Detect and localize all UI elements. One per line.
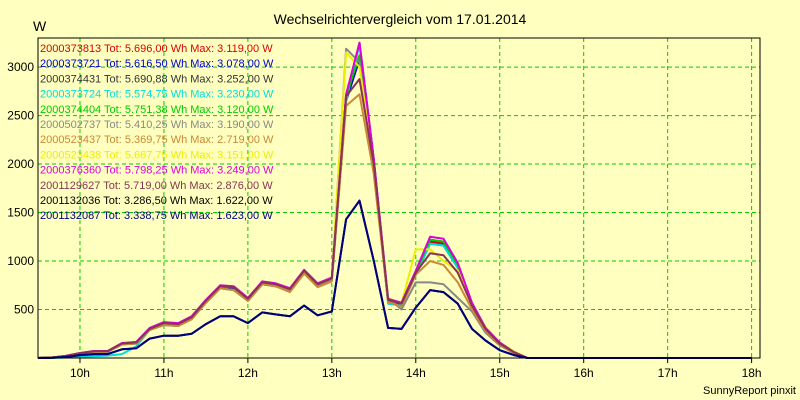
y-tick-label: 2000 xyxy=(7,157,34,171)
legend-entry: 2000523438 Tot: 5.667,75 Wh Max: 3.151,0… xyxy=(40,149,274,161)
y-tick-label: 2500 xyxy=(7,109,34,123)
y-tick-label: 500 xyxy=(14,303,34,317)
legend-entry: 2000523437 Tot: 5.369,75 Wh Max: 2.719,0… xyxy=(40,134,274,146)
legend-entry: 2000373724 Tot: 5.574,75 Wh Max: 3.230,0… xyxy=(40,89,274,101)
legend-entry: 2000374404 Tot: 5.751,38 Wh Max: 3.120,0… xyxy=(40,104,274,116)
x-tick-label: 10h xyxy=(70,366,90,380)
x-tick-label: 15h xyxy=(490,366,510,380)
legend-entry: 2000502737 Tot: 5.410,25 Wh Max: 3.190,0… xyxy=(40,119,274,131)
legend-entry: 2000374431 Tot: 5.690,88 Wh Max: 3.252,0… xyxy=(40,73,274,85)
y-tick-label: 1500 xyxy=(7,206,34,220)
x-tick-label: 17h xyxy=(658,366,678,380)
x-tick-label: 12h xyxy=(238,366,258,380)
y-tick-label: 1000 xyxy=(7,254,34,268)
credit-label: SunnyReport pinxit xyxy=(703,385,796,397)
legend-entry: 2001129627 Tot: 5.719,00 Wh Max: 2.876,0… xyxy=(40,180,273,192)
legend-entry: 2001132036 Tot: 3.286,50 Wh Max: 1.622,0… xyxy=(40,195,273,207)
axes: 500 1000 1500 2000 2500 3000 10h 11h 12h 13h 14h 15… xyxy=(7,37,762,380)
plot-frame xyxy=(37,37,761,359)
x-tick-label: 14h xyxy=(406,366,426,380)
legend: 2000373813 Tot: 5.696,00 Wh Max: 3.119,0… xyxy=(40,43,274,222)
legend-entry: 2000373721 Tot: 5.616,50 Wh Max: 3.078,0… xyxy=(40,58,274,70)
y-tick-label: 3000 xyxy=(7,60,34,74)
legend-entry: 2001132087 Tot: 3.338,75 Wh Max: 1.623,0… xyxy=(40,210,273,222)
grid xyxy=(38,38,760,358)
x-tick-label: 13h xyxy=(322,366,342,380)
x-tick-label: 18h xyxy=(742,366,762,380)
legend-entry: 2000376360 Tot: 5.798,25 Wh Max: 3.249,0… xyxy=(40,165,274,177)
y-axis-unit-label: W xyxy=(33,18,47,34)
x-tick-label: 16h xyxy=(574,366,594,380)
chart-title: Wechselrichtervergleich vom 17.01.2014 xyxy=(274,11,527,27)
legend-entry: 2000373813 Tot: 5.696,00 Wh Max: 3.119,0… xyxy=(40,43,273,55)
x-tick-label: 11h xyxy=(154,366,173,380)
